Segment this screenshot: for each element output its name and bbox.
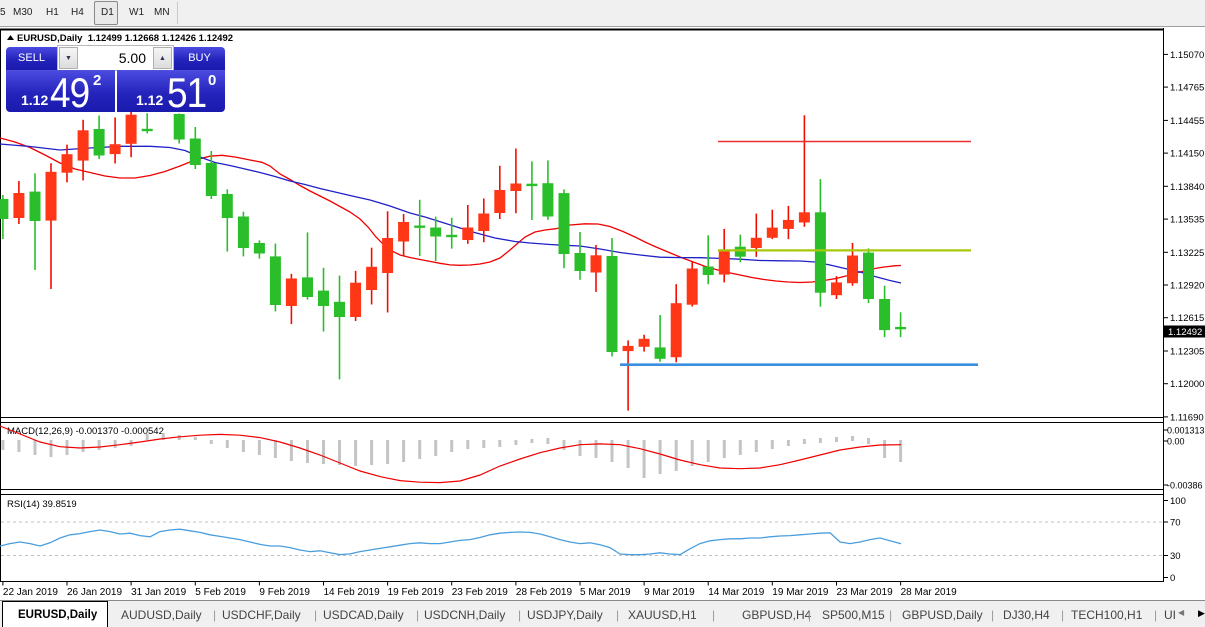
svg-text:0: 0: [1170, 573, 1175, 584]
svg-text:1.13225: 1.13225: [1170, 248, 1204, 259]
svg-text:0.001313: 0.001313: [1167, 426, 1205, 436]
svg-text:1.15070: 1.15070: [1170, 50, 1204, 61]
svg-text:30: 30: [1170, 551, 1181, 562]
svg-text:1.14455: 1.14455: [1170, 116, 1204, 127]
svg-text:23 Feb 2019: 23 Feb 2019: [452, 587, 509, 598]
svg-text:1.12305: 1.12305: [1170, 347, 1204, 358]
svg-text:1.14150: 1.14150: [1170, 149, 1204, 160]
svg-text:9 Feb 2019: 9 Feb 2019: [259, 587, 310, 598]
svg-text:1.12615: 1.12615: [1170, 313, 1204, 324]
svg-text:28 Feb 2019: 28 Feb 2019: [516, 587, 573, 598]
svg-text:5 Feb 2019: 5 Feb 2019: [195, 587, 246, 598]
svg-text:23 Mar 2019: 23 Mar 2019: [837, 587, 894, 598]
svg-text:1.13840: 1.13840: [1170, 182, 1204, 193]
svg-text:EURUSD,Daily 1.12499 1.12668: EURUSD,Daily 1.12499 1.12668 1.12426 1.1…: [17, 33, 233, 44]
svg-text:22 Jan 2019: 22 Jan 2019: [3, 587, 58, 598]
svg-text:RSI(14) 39.8519: RSI(14) 39.8519: [7, 499, 77, 510]
svg-text:14 Feb 2019: 14 Feb 2019: [324, 587, 381, 598]
svg-text:1.11690: 1.11690: [1170, 412, 1204, 423]
svg-text:0.00: 0.00: [1167, 437, 1185, 447]
svg-text:19 Mar 2019: 19 Mar 2019: [772, 587, 829, 598]
svg-text:31 Jan 2019: 31 Jan 2019: [131, 587, 186, 598]
svg-text:19 Feb 2019: 19 Feb 2019: [388, 587, 445, 598]
svg-text:14 Mar 2019: 14 Mar 2019: [708, 587, 765, 598]
svg-text:1.13535: 1.13535: [1170, 215, 1204, 226]
svg-text:28 Mar 2019: 28 Mar 2019: [901, 587, 958, 598]
svg-text:9 Mar 2019: 9 Mar 2019: [644, 587, 695, 598]
svg-text:1.12000: 1.12000: [1170, 379, 1204, 390]
svg-text:5 Mar 2019: 5 Mar 2019: [580, 587, 631, 598]
svg-text:1.12920: 1.12920: [1170, 281, 1204, 292]
svg-text:26 Jan 2019: 26 Jan 2019: [67, 587, 122, 598]
svg-text:100: 100: [1170, 496, 1186, 507]
svg-text:1.12492: 1.12492: [1168, 327, 1202, 338]
svg-text:70: 70: [1170, 518, 1181, 529]
svg-text:1.14765: 1.14765: [1170, 83, 1204, 94]
svg-text:-0.00386: -0.00386: [1167, 481, 1203, 491]
svg-text:MACD(12,26,9) -0.001370 -0.000: MACD(12,26,9) -0.001370 -0.000542: [7, 426, 164, 437]
